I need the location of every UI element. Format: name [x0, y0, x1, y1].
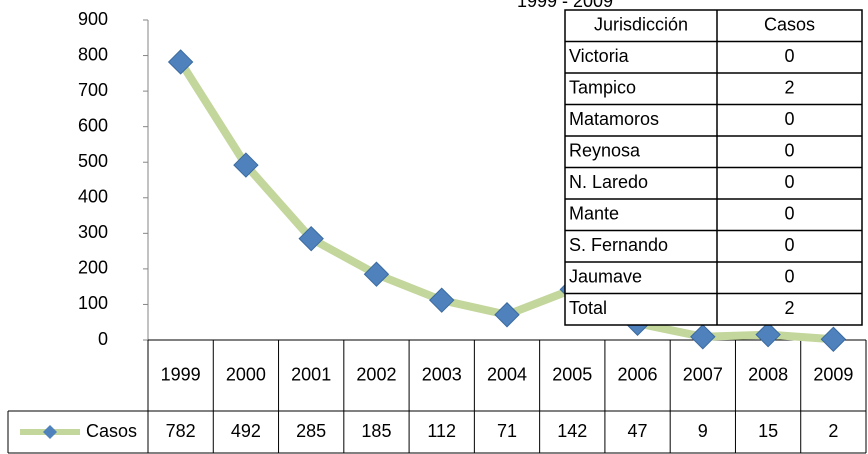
y-tick-label: 700 — [78, 80, 108, 100]
category-label: 2003 — [422, 364, 462, 384]
category-label: 2005 — [552, 364, 592, 384]
table-value: 2 — [828, 421, 838, 441]
category-label: 2002 — [356, 364, 396, 384]
table-cell: 0 — [784, 141, 794, 161]
marker — [298, 225, 324, 252]
table-value: 15 — [758, 421, 778, 441]
category-label: 1999 — [161, 364, 201, 384]
marker — [363, 261, 390, 287]
y-tick-label: 200 — [78, 258, 108, 278]
category-label: 2000 — [226, 364, 266, 384]
table-value: 9 — [698, 421, 708, 441]
category-label: 2001 — [291, 364, 331, 384]
table-cell: Victoria — [569, 46, 630, 66]
legend-label: Casos — [86, 421, 137, 441]
table-value: 71 — [497, 421, 517, 441]
y-tick-label: 600 — [78, 115, 108, 135]
table-value: 47 — [628, 421, 648, 441]
table-cell: Reynosa — [569, 141, 641, 161]
table-value: 185 — [361, 421, 391, 441]
marker — [167, 49, 194, 75]
y-tick-label: 900 — [78, 9, 108, 29]
table-cell: 2 — [784, 78, 794, 98]
y-tick-label: 300 — [78, 222, 108, 242]
y-tick-label: 800 — [78, 44, 108, 64]
marker — [755, 321, 781, 348]
table-cell: S. Fernando — [569, 235, 668, 255]
table-value: 285 — [296, 421, 326, 441]
table-cell: Matamoros — [569, 109, 659, 129]
table-value: 112 — [427, 421, 456, 441]
category-label: 2004 — [487, 364, 527, 384]
table-value: 492 — [231, 421, 261, 441]
table-header: Casos — [764, 15, 815, 35]
table-cell: 0 — [784, 46, 794, 66]
y-tick-label: 500 — [78, 151, 108, 171]
table-cell: 0 — [784, 204, 794, 224]
table-value: 782 — [166, 421, 196, 441]
marker — [429, 287, 455, 313]
y-tick-label: 400 — [78, 187, 108, 207]
table-cell: 0 — [784, 235, 794, 255]
category-label: 2006 — [618, 364, 658, 384]
category-label: 2008 — [748, 364, 788, 384]
legend-marker — [43, 425, 57, 439]
marker — [690, 324, 716, 350]
marker — [494, 302, 520, 328]
category-label: 2007 — [683, 364, 723, 384]
table-cell: Jaumave — [569, 267, 642, 287]
table-cell: Mante — [569, 204, 619, 224]
table-value: 142 — [557, 421, 587, 441]
table-cell: 0 — [784, 172, 794, 192]
table-cell: N. Laredo — [569, 172, 648, 192]
y-tick-label: 100 — [78, 293, 108, 313]
table-cell: 0 — [784, 109, 794, 129]
category-label: 2009 — [813, 364, 853, 384]
table-cell: 0 — [784, 267, 794, 287]
y-tick-label: 0 — [98, 329, 108, 349]
table-header: Jurisdicción — [594, 15, 688, 35]
marker — [233, 152, 259, 178]
table-cell: Tampico — [569, 78, 636, 98]
marker — [820, 326, 847, 352]
table-cell: Total — [569, 298, 607, 318]
chart-title: 1999 - 2009 — [517, 0, 613, 11]
table-cell: 2 — [784, 298, 794, 318]
